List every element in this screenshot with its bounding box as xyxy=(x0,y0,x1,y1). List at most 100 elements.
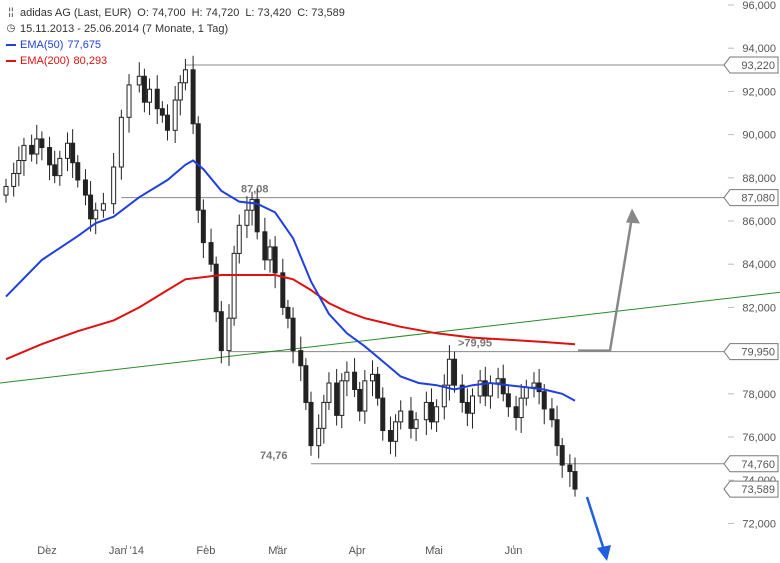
candle-body xyxy=(164,114,170,131)
level-tag-box xyxy=(723,343,779,361)
x-tick-label: Mär xyxy=(268,545,287,557)
candle-body xyxy=(567,464,573,473)
candle-body xyxy=(262,231,268,261)
candle-body xyxy=(477,380,483,397)
candle-body xyxy=(459,384,465,403)
candle-body xyxy=(93,209,99,220)
candle-body xyxy=(182,69,188,84)
candle-body xyxy=(441,384,447,408)
candle-body xyxy=(147,88,153,103)
candle-body xyxy=(29,144,35,155)
candle-body xyxy=(249,198,255,211)
candle-body xyxy=(482,380,488,397)
candle-body xyxy=(464,401,470,414)
candle-body xyxy=(272,246,278,274)
x-tick-label: Dez xyxy=(37,545,57,557)
up-arrow-shaft xyxy=(578,216,634,352)
candle-body xyxy=(352,371,358,390)
candle-body xyxy=(298,350,304,367)
y-tick-label: 88,000 xyxy=(742,173,776,185)
y-tick-label: 72,000 xyxy=(742,518,776,530)
candle-body xyxy=(118,116,124,168)
candle-body xyxy=(536,382,542,393)
candle-body xyxy=(75,162,81,181)
level-tag-label: 74,760 xyxy=(741,459,775,471)
candle-body xyxy=(126,84,132,118)
candle-body xyxy=(11,172,17,187)
candle-body xyxy=(344,371,350,382)
x-tick-label: Apr xyxy=(349,545,366,557)
candle-body xyxy=(531,382,537,388)
candle-body xyxy=(398,410,404,423)
candle-body xyxy=(231,252,237,319)
candle-body xyxy=(100,203,106,211)
candle-body xyxy=(159,108,165,116)
candle-body xyxy=(308,401,314,447)
trend-line-segment xyxy=(0,291,780,384)
y-grid-labels: 72,00074,00076,00078,00080,00082,00084,0… xyxy=(728,0,776,530)
projection-arrows xyxy=(578,208,640,561)
candle-body xyxy=(82,179,88,196)
y-tick-label: 92,000 xyxy=(742,86,776,98)
x-axis: Dez Jan '14 Feb Mär Apr Mai Jun xyxy=(37,545,522,557)
y-tick-label: 82,000 xyxy=(742,302,776,314)
candle-body xyxy=(572,471,578,490)
ema200-swatch xyxy=(6,60,16,62)
legend-ema200-row: EMA(200) 80,293 xyxy=(6,53,345,69)
ema200-label: EMA(200) xyxy=(20,55,70,67)
candle-body xyxy=(88,194,94,220)
candle-body xyxy=(500,378,506,395)
candle-body xyxy=(452,358,458,386)
high-value: H: 74,720 xyxy=(191,7,240,19)
last-price-tag-label: 73,589 xyxy=(741,484,775,496)
candle-body xyxy=(357,388,363,412)
level-tag-box xyxy=(723,455,779,473)
candle-body xyxy=(541,391,547,410)
candle-body xyxy=(339,380,345,416)
candle-body xyxy=(393,421,399,442)
candle-body xyxy=(387,430,393,442)
ema-lines xyxy=(5,159,576,402)
candle-body xyxy=(57,157,63,177)
close-value: C: 73,589 xyxy=(297,7,345,19)
ema50-line xyxy=(5,159,576,402)
bars-icon: ¦¦ xyxy=(8,7,14,18)
candle-body xyxy=(375,373,381,399)
candle-body xyxy=(154,88,160,110)
up-arrow-head xyxy=(626,208,640,224)
level-tag-label: 93,220 xyxy=(741,60,775,72)
ema200-line xyxy=(5,274,576,361)
candle-body xyxy=(487,382,493,397)
x-tick-label: Jun xyxy=(505,545,523,557)
level-tag-label: 79,950 xyxy=(741,347,775,359)
low-value: L: 73,420 xyxy=(245,7,292,19)
candle-body xyxy=(244,209,250,226)
y-tick-label: 90,000 xyxy=(742,130,776,142)
trend-line xyxy=(0,291,780,384)
candle-body xyxy=(408,410,414,429)
candle-body xyxy=(218,311,224,352)
y-tick-label: 84,000 xyxy=(742,259,776,271)
level-annotation: 87,08 xyxy=(241,184,269,196)
candle-body xyxy=(21,144,27,162)
ema50-swatch xyxy=(6,44,16,46)
candle-body xyxy=(518,397,524,419)
candle-body xyxy=(428,401,434,423)
level-tag-label: 87,080 xyxy=(741,193,775,205)
candle-body xyxy=(446,358,452,386)
ema50-value: 77,675 xyxy=(67,39,102,51)
candle-body xyxy=(321,401,327,429)
candle-body xyxy=(65,142,71,159)
x-tick-label: Jan '14 xyxy=(109,545,144,557)
candle-body xyxy=(16,160,22,174)
horizontal-levels: 87,08 >79,95 74,76 xyxy=(121,64,726,465)
candle-body xyxy=(334,382,340,416)
y-tick-label: 76,000 xyxy=(742,432,776,444)
candle-body xyxy=(316,427,322,447)
x-tick-label: Feb xyxy=(196,545,215,557)
candle-body xyxy=(434,406,440,423)
level-annotation: 74,76 xyxy=(260,450,288,462)
legend-ohlc-row: ¦¦ adidas AG (Last, EUR) O: 74,700 H: 74… xyxy=(6,5,345,21)
y-tick-label: 86,000 xyxy=(742,216,776,228)
